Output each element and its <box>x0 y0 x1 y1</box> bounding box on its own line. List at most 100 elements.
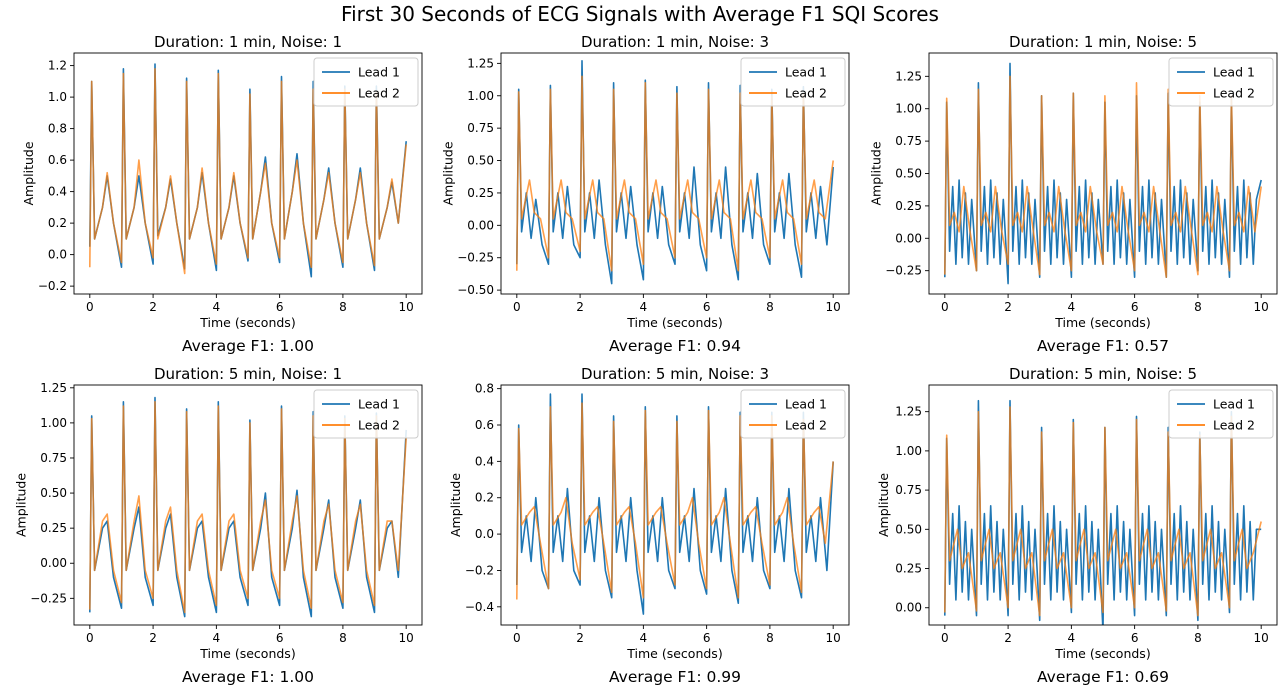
y-tick-label: 0.75 <box>467 121 494 135</box>
legend-label-2: Lead 2 <box>358 86 400 101</box>
x-tick-label: 8 <box>1194 631 1202 645</box>
y-axis-label: Amplitude <box>21 141 36 205</box>
x-axis-label: Time (seconds) <box>1054 646 1150 661</box>
y-tick-label: 1.00 <box>40 416 67 430</box>
x-tick-label: 4 <box>640 300 648 314</box>
x-axis-label: Time (seconds) <box>199 315 295 330</box>
axes-frame <box>73 52 423 295</box>
legend-box <box>313 57 419 107</box>
x-tick-label: 8 <box>339 631 347 645</box>
x-tick-label: 4 <box>213 631 221 645</box>
y-tick-label: 1.0 <box>48 90 67 104</box>
series-line-lead-2 <box>89 68 407 275</box>
series-line-lead-2 <box>944 406 1262 617</box>
series-line-lead-1 <box>516 393 834 615</box>
y-tick-label: 0.25 <box>895 562 922 576</box>
y-axis-label: Amplitude <box>876 473 891 537</box>
subplot-6: 0 2 4 6 8 10 0.00 0.25 0.50 0.75 1.00 1.25 Duration:… <box>876 365 1278 686</box>
y-tick-label: 0.00 <box>895 601 922 615</box>
x-tick-label: 2 <box>149 300 157 314</box>
legend-label-1: Lead 1 <box>785 65 827 80</box>
x-tick-label: 10 <box>826 631 841 645</box>
legend: Lead 1 Lead 2 <box>1168 57 1274 107</box>
x-tick-label: 2 <box>576 300 584 314</box>
x-tick-label: 0 <box>941 631 949 645</box>
y-axis-label: Amplitude <box>441 141 456 205</box>
y-tick-label: 0.25 <box>895 199 922 213</box>
axes-frame <box>500 384 850 626</box>
x-axis-label: Time (seconds) <box>1054 315 1150 330</box>
y-tick-label: −0.25 <box>457 251 494 265</box>
x-tick-label: 10 <box>826 300 841 314</box>
legend: Lead 1 Lead 2 <box>313 389 419 439</box>
x-tick-label: 6 <box>1131 631 1139 645</box>
legend-label-2: Lead 2 <box>785 86 827 101</box>
series-line-lead-2 <box>516 402 834 600</box>
legend: Lead 1 Lead 2 <box>313 57 419 107</box>
x-tick-label: 6 <box>276 300 284 314</box>
series-line-lead-2 <box>516 75 834 272</box>
x-tick-label: 6 <box>703 300 711 314</box>
x-axis-label: Time (seconds) <box>626 646 722 661</box>
x-tick-label: 0 <box>941 300 949 314</box>
y-tick-label: 0.50 <box>895 522 922 536</box>
x-tick-label: 4 <box>213 300 221 314</box>
legend-box <box>313 389 419 439</box>
x-tick-label: 10 <box>1254 631 1269 645</box>
y-tick-label: −0.50 <box>457 283 494 297</box>
x-axis-label: Time (seconds) <box>626 315 722 330</box>
y-tick-label: 0.25 <box>40 521 67 535</box>
legend-label-1: Lead 1 <box>785 397 827 412</box>
subplot-title: Duration: 1 min, Noise: 3 <box>581 33 769 51</box>
x-tick-label: 10 <box>1254 300 1269 314</box>
legend-box <box>740 389 846 439</box>
average-f1-label: Average F1: 0.94 <box>609 337 741 355</box>
y-tick-label: −0.4 <box>465 600 494 614</box>
legend: Lead 1 Lead 2 <box>1168 389 1274 439</box>
x-tick-label: 2 <box>1004 631 1012 645</box>
legend-label-1: Lead 1 <box>358 65 400 80</box>
y-tick-label: −0.2 <box>465 563 494 577</box>
average-f1-label: Average F1: 0.69 <box>1037 668 1169 686</box>
y-tick-label: 1.25 <box>895 69 922 83</box>
x-tick-label: 4 <box>1068 300 1076 314</box>
legend: Lead 1 Lead 2 <box>740 57 846 107</box>
y-tick-label: 0.00 <box>467 218 494 232</box>
y-tick-label: 0.2 <box>48 216 67 230</box>
y-tick-label: 0.4 <box>48 185 67 199</box>
x-tick-label: 8 <box>339 300 347 314</box>
axes-frame <box>73 384 423 626</box>
y-tick-label: 1.25 <box>895 405 922 419</box>
y-tick-label: 0.50 <box>40 486 67 500</box>
subplot-3: 0 2 4 6 8 10 −0.25 0.00 0.25 0.50 0.75 1.00 1.25 Dura… <box>869 33 1278 355</box>
subplot-title: Duration: 5 min, Noise: 5 <box>1009 365 1197 383</box>
y-tick-label: 1.25 <box>467 56 494 70</box>
average-f1-label: Average F1: 1.00 <box>182 668 314 686</box>
x-axis-label: Time (seconds) <box>199 646 295 661</box>
subplot-1: 0 2 4 6 8 10 −0.2 0.0 0.2 0.4 0.6 0.8 1.0 1.2 Duration… <box>21 33 423 355</box>
x-tick-label: 2 <box>149 631 157 645</box>
subplot-title: Duration: 1 min, Noise: 1 <box>154 33 342 51</box>
y-tick-label: 0.25 <box>467 186 494 200</box>
y-tick-label: 0.8 <box>48 122 67 136</box>
subplot-title: Duration: 1 min, Noise: 5 <box>1009 33 1197 51</box>
y-tick-label: −0.25 <box>885 264 922 278</box>
y-tick-label: 0.50 <box>895 167 922 181</box>
x-tick-label: 6 <box>1131 300 1139 314</box>
subplot-4: 0 2 4 6 8 10 −0.25 0.00 0.25 0.50 0.75 1.00 1.25 Dura… <box>14 365 423 686</box>
x-tick-label: 10 <box>399 631 414 645</box>
series-line-lead-2 <box>944 75 1262 279</box>
y-axis-label: Amplitude <box>869 141 884 205</box>
y-tick-label: −0.25 <box>30 591 67 605</box>
legend-label-1: Lead 1 <box>358 397 400 412</box>
y-tick-label: 0.0 <box>475 527 494 541</box>
x-tick-label: 8 <box>766 300 774 314</box>
legend-label-1: Lead 1 <box>1213 65 1255 80</box>
legend-label-2: Lead 2 <box>785 418 827 433</box>
subplot-grid: 0 2 4 6 8 10 −0.2 0.0 0.2 0.4 0.6 0.8 1.0 1.2 Duration… <box>14 33 1278 686</box>
series-line-lead-2 <box>89 400 407 614</box>
x-tick-label: 10 <box>399 300 414 314</box>
x-tick-label: 4 <box>640 631 648 645</box>
y-tick-label: 0.6 <box>475 418 494 432</box>
